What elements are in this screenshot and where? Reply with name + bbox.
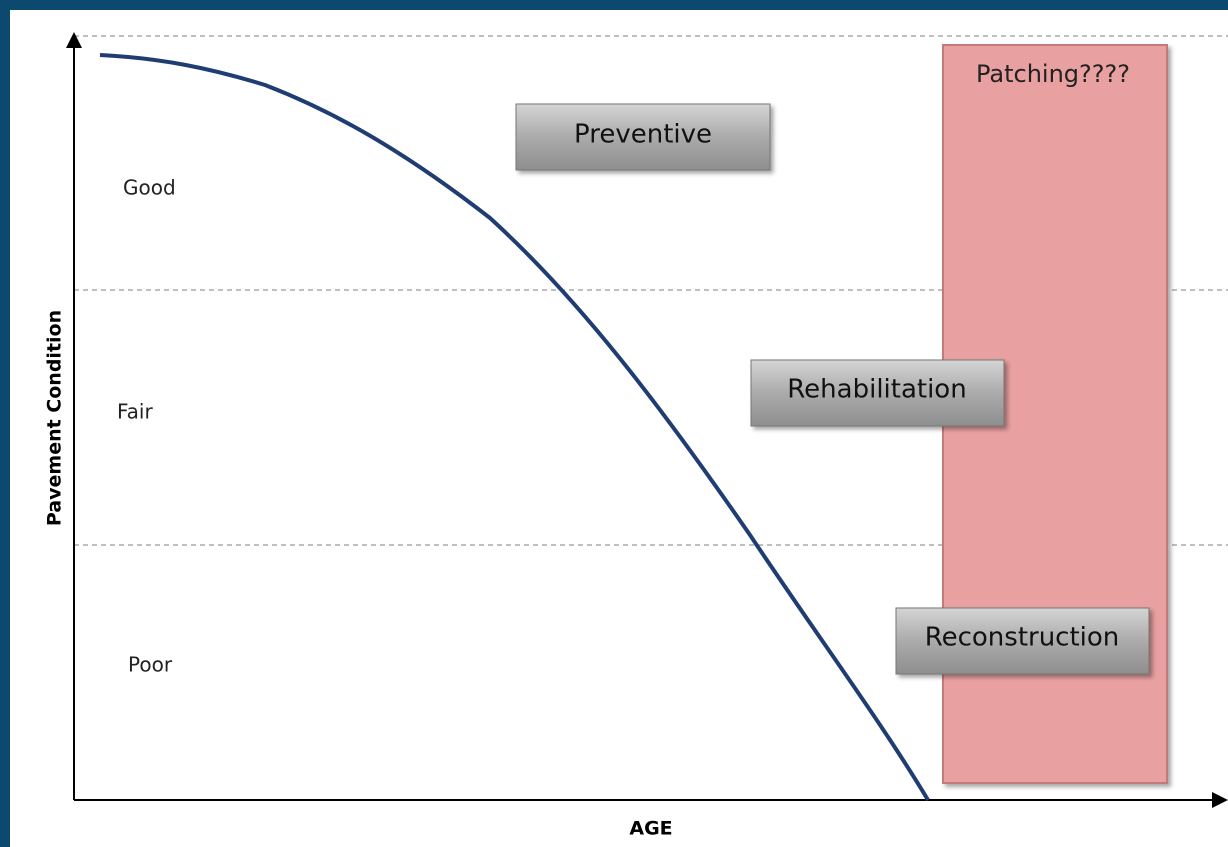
zone-lines: [74, 35, 1228, 546]
treatment-box: Rehabilitation: [750, 359, 1005, 427]
zone-label: Good: [123, 176, 176, 200]
box-label: Rehabilitation: [787, 375, 966, 405]
x-axis-label: AGE: [629, 818, 672, 840]
box: [750, 359, 1005, 427]
zone-label: Fair: [117, 400, 153, 424]
treatment-box: Reconstruction: [895, 607, 1150, 675]
box-label: Preventive: [574, 120, 712, 150]
deterioration-curve: [99, 53, 930, 802]
box: [515, 103, 771, 171]
box-label: Reconstruction: [925, 623, 1120, 653]
box: [895, 607, 1150, 675]
highlight-label: Patching????: [976, 60, 1130, 88]
zone-label: Poor: [128, 653, 173, 677]
y-axis-label: Pavement Condition: [44, 310, 66, 526]
treatment-box: Preventive: [515, 103, 771, 171]
